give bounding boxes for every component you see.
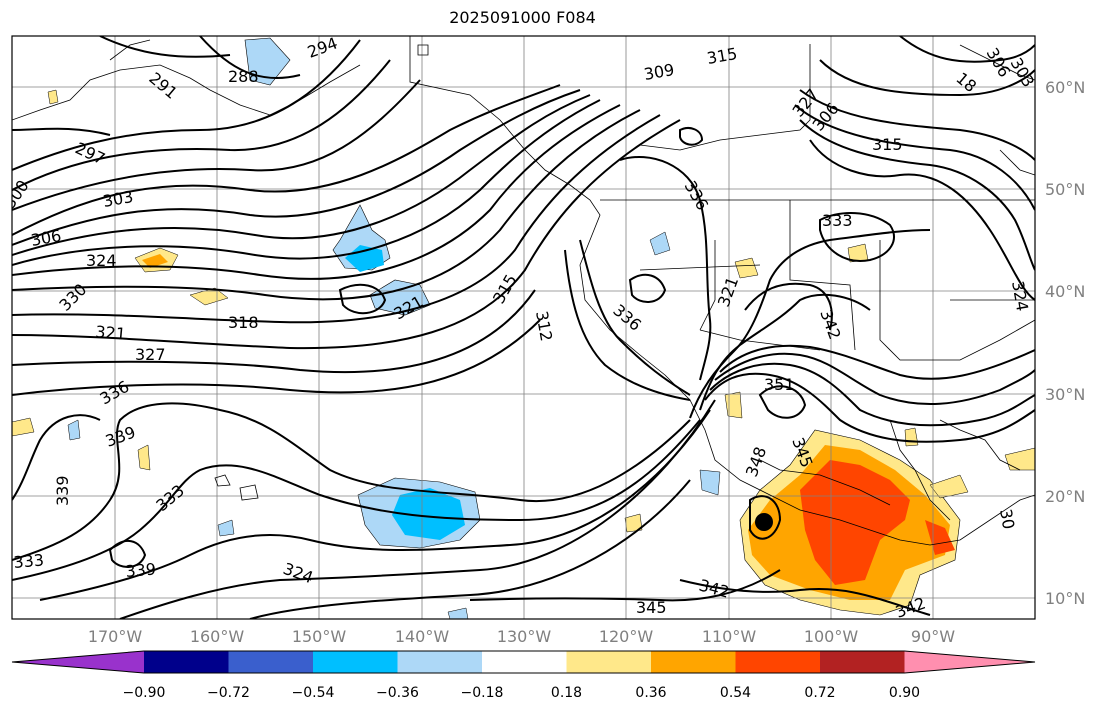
contour-label: 303 bbox=[101, 187, 134, 211]
colorbar-label: −0.18 bbox=[461, 685, 504, 701]
lat-label: 30°N bbox=[1045, 385, 1085, 404]
colorbar-segment bbox=[397, 651, 482, 673]
contour-label: 312 bbox=[532, 309, 556, 342]
contour-label: 318 bbox=[228, 313, 259, 332]
colorbar-labels: −0.90 −0.72 −0.54 −0.36 −0.18 0.18 0.36 … bbox=[123, 685, 921, 701]
colorbar-label: −0.54 bbox=[292, 685, 335, 701]
contour-label: 288 bbox=[228, 67, 259, 86]
colorbar-segment bbox=[735, 651, 820, 673]
contour-label: 336 bbox=[609, 301, 645, 335]
colorbar-segment bbox=[820, 651, 905, 673]
location-marker bbox=[755, 513, 773, 531]
lat-label: 40°N bbox=[1045, 282, 1085, 301]
lon-label: 90°W bbox=[911, 627, 955, 646]
contour-label: 336 bbox=[97, 377, 133, 409]
colorbar: −0.90 −0.72 −0.54 −0.36 −0.18 0.18 0.36 … bbox=[11, 650, 1036, 701]
map-title: 2025091000 F084 bbox=[449, 8, 596, 27]
contour-label: 339 bbox=[125, 559, 157, 581]
contour-label: 339 bbox=[103, 422, 138, 450]
colorbar-label: 0.72 bbox=[804, 685, 835, 701]
contour-label: 345 bbox=[636, 598, 667, 617]
contour-label: 306 bbox=[983, 45, 1015, 81]
shading-negative bbox=[67, 37, 721, 619]
contour-label: 315 bbox=[872, 135, 903, 154]
contour-label: 336 bbox=[681, 178, 713, 214]
colorbar-label: 0.90 bbox=[889, 685, 920, 701]
contour-label: 18 bbox=[952, 69, 980, 97]
lon-label: 170°W bbox=[88, 627, 143, 646]
colorbar-segment bbox=[651, 651, 736, 673]
colorbar-segment bbox=[144, 651, 229, 673]
colorbar-segment bbox=[482, 651, 567, 673]
colorbar-label: −0.72 bbox=[207, 685, 250, 701]
contour-label: 342 bbox=[816, 307, 844, 342]
lon-label: 100°W bbox=[804, 627, 859, 646]
contour-label: 330 bbox=[55, 280, 90, 315]
lon-label: 130°W bbox=[497, 627, 552, 646]
contour-label: 30 bbox=[996, 507, 1018, 530]
coastlines bbox=[12, 36, 1035, 546]
colorbar-right-extension bbox=[904, 651, 1035, 673]
lon-label: 140°W bbox=[395, 627, 450, 646]
lat-label: 20°N bbox=[1045, 487, 1085, 506]
colorbar-outline bbox=[11, 650, 1036, 674]
contour-label: 348 bbox=[742, 444, 770, 479]
colorbar-segment bbox=[228, 651, 313, 673]
lon-label: 150°W bbox=[292, 627, 347, 646]
contour-label: 351 bbox=[764, 375, 795, 394]
contour-label: 321 bbox=[714, 274, 742, 309]
colorbar-left-extension bbox=[12, 651, 144, 673]
contour-label: 324 bbox=[281, 559, 316, 587]
contour-label: 333 bbox=[822, 211, 853, 230]
colorbar-label: 0.18 bbox=[551, 685, 582, 701]
lat-label: 60°N bbox=[1045, 78, 1085, 97]
contour-label: 333 bbox=[152, 481, 188, 515]
colorbar-label: 0.36 bbox=[635, 685, 666, 701]
contour-lines bbox=[12, 36, 1035, 619]
map-frame bbox=[11, 35, 1036, 620]
contour-label: 324 bbox=[86, 251, 117, 270]
contour-label: 324 bbox=[1008, 279, 1032, 312]
contour-label: 309 bbox=[642, 60, 675, 84]
contour-label: 327 bbox=[135, 345, 166, 364]
lon-label: 120°W bbox=[599, 627, 654, 646]
colorbar-segment bbox=[566, 651, 651, 673]
latitude-labels: 60°N 50°N 40°N 30°N 20°N 10°N bbox=[1045, 78, 1085, 608]
lon-label: 160°W bbox=[190, 627, 245, 646]
lon-label: 110°W bbox=[702, 627, 757, 646]
contour-label: 306 bbox=[29, 226, 62, 250]
colorbar-label: 0.54 bbox=[720, 685, 751, 701]
colorbar-label: −0.36 bbox=[376, 685, 419, 701]
contour-label: 339 bbox=[53, 475, 72, 506]
colorbar-segment bbox=[313, 651, 398, 673]
contour-label: 315 bbox=[705, 44, 738, 68]
lat-label: 50°N bbox=[1045, 180, 1085, 199]
contour-label: 333 bbox=[13, 550, 45, 572]
contour-label: 294 bbox=[305, 33, 340, 61]
map-plot-area: 288 294 291 297 300 303 306 324 330 321 … bbox=[12, 33, 1035, 619]
contour-label: 321 bbox=[95, 322, 127, 344]
colorbar-label: −0.90 bbox=[123, 685, 166, 701]
lat-label: 10°N bbox=[1045, 589, 1085, 608]
longitude-labels: 170°W 160°W 150°W 140°W 130°W 120°W 110°… bbox=[88, 627, 955, 646]
contour-label: 291 bbox=[145, 69, 181, 103]
